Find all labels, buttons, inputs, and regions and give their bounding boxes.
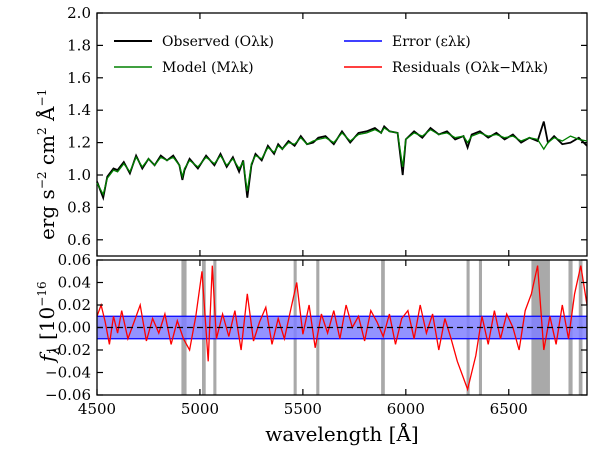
xtick-label: 6000 [387, 400, 425, 418]
legend: Observed (Oλk) Error (ελk) Model (Mλk) R… [114, 34, 548, 76]
xtick-label: 5000 [181, 400, 219, 418]
ylabel-exp-s: −2 [35, 171, 49, 189]
xtick-label: 5500 [284, 400, 322, 418]
bottom-ytick-label: −0.02 [45, 341, 91, 359]
ylabel-lambda: λ [48, 346, 63, 355]
ylabel-exp-16: −16 [35, 281, 49, 306]
ylabel-exp-angstrom: −1 [35, 89, 49, 107]
ylabel-bracket: [10 [35, 307, 59, 347]
ylabel-angstrom: Å [34, 106, 59, 127]
bottom-ytick-label: 0.02 [58, 296, 91, 314]
series-line-residuals [96, 265, 588, 392]
residuals-panel: −0.06 −0.04 −0.02 0.00 0.02 0.04 0.06 4500 5000… [45, 13, 588, 418]
top-ytick-label: 1.4 [67, 101, 91, 119]
xtick-label: 6500 [490, 400, 528, 418]
bottom-ytick-label: 0.06 [58, 251, 91, 269]
ylabel-exp-cm: 2 [35, 127, 49, 135]
ylabel-erg: erg s [35, 189, 59, 240]
spectrum-y-axis-title: erg s−2 cm2 Å−1 [34, 89, 59, 240]
bottom-ytick-label: −0.04 [45, 364, 91, 382]
legend-label-model: Model (Mλk) [162, 60, 254, 76]
bottom-ytick-label: 0.04 [58, 274, 91, 292]
residuals-y-axis-title: fλ [10−16 [35, 281, 63, 364]
bottom-ytick-label: 0.00 [58, 319, 91, 337]
top-ytick-label: 1.0 [67, 166, 91, 184]
top-ytick-label: 1.6 [67, 69, 91, 87]
top-ytick-label: 1.2 [67, 134, 91, 152]
legend-label-residuals: Residuals (Oλk−Mλk) [392, 60, 548, 76]
top-ytick-label: 0.8 [67, 198, 91, 216]
ylabel-cm: cm [35, 135, 59, 172]
bottom-ytick-label: −0.06 [45, 386, 91, 404]
top-ytick-label: 1.8 [67, 36, 91, 54]
series-line-model [96, 127, 588, 197]
legend-label-observed: Observed (Oλk) [162, 34, 274, 50]
x-axis-title: wavelength [Å] [265, 421, 418, 446]
legend-label-error: Error (ελk) [392, 34, 471, 50]
spectrum-panel: 0.6 0.8 1.0 1.2 1.4 1.6 1.8 2.0 Observed (Oλk) … [67, 4, 588, 257]
spectrum-panel-frame [96, 12, 588, 257]
top-ytick-label: 2.0 [67, 4, 91, 22]
top-ytick-label: 0.6 [67, 231, 91, 249]
xtick-label: 4500 [78, 400, 116, 418]
